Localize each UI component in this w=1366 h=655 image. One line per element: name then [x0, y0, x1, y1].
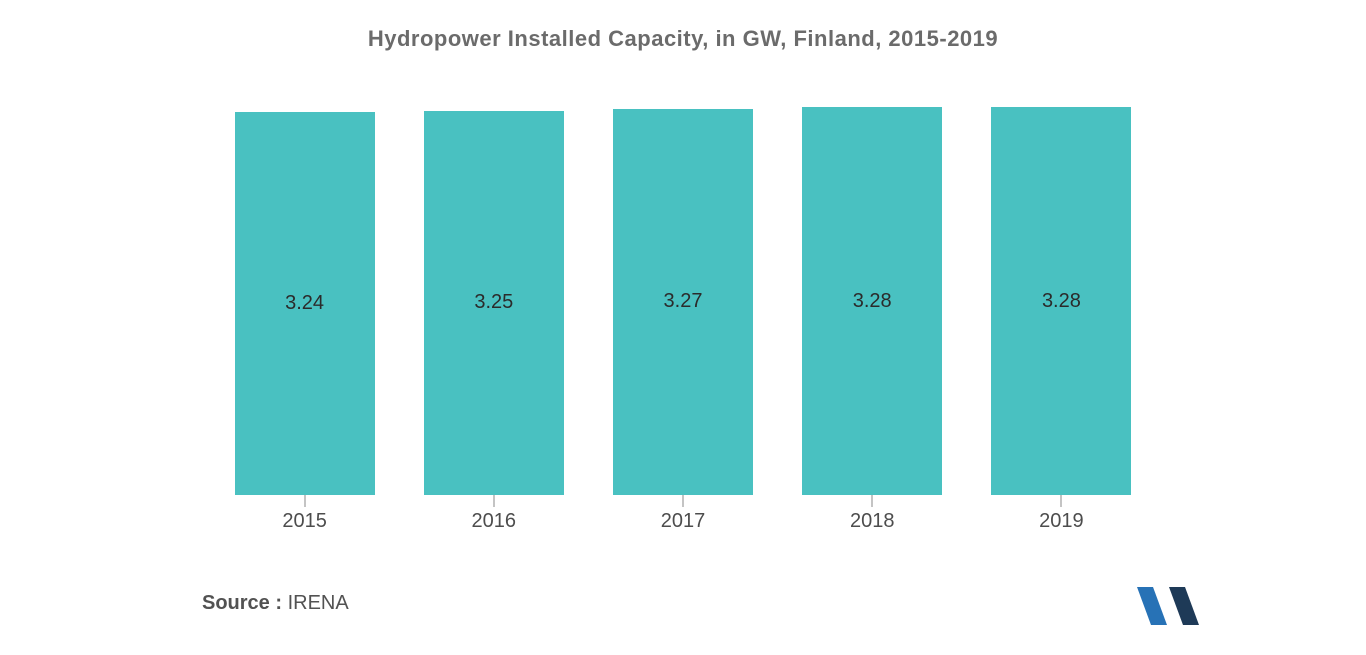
bar-slot: 3.25 — [399, 105, 588, 495]
x-tick — [1061, 495, 1062, 507]
x-axis-label: 2019 — [967, 510, 1156, 533]
bar-value-label: 3.25 — [474, 291, 513, 314]
x-tick — [493, 495, 494, 507]
source-value: IRENA — [282, 592, 349, 614]
bar: 3.24 — [235, 112, 375, 495]
source-label: Source : — [202, 592, 282, 614]
bar-value-label: 3.24 — [285, 292, 324, 315]
bar-value-label: 3.27 — [664, 290, 703, 313]
bar: 3.28 — [991, 107, 1131, 495]
bar: 3.25 — [424, 111, 564, 495]
x-tick — [872, 495, 873, 507]
source-caption: Source : IRENA — [202, 592, 349, 615]
bar-slot: 3.28 — [967, 105, 1156, 495]
x-axis-label: 2017 — [588, 510, 777, 533]
bar: 3.27 — [613, 109, 753, 495]
bar-value-label: 3.28 — [1042, 290, 1081, 313]
bar-slot: 3.24 — [210, 105, 399, 495]
x-tick — [304, 495, 305, 507]
bar-slot: 3.28 — [778, 105, 967, 495]
chart-title: Hydropower Installed Capacity, in GW, Fi… — [0, 26, 1366, 52]
x-axis-label: 2016 — [399, 510, 588, 533]
x-axis-label: 2018 — [778, 510, 967, 533]
bar-value-label: 3.28 — [853, 290, 892, 313]
x-axis-labels: 20152016201720182019 — [210, 510, 1156, 533]
bar-chart: 3.24 3.25 3.27 3.28 3.28 — [210, 105, 1156, 495]
bar-slot: 3.27 — [588, 105, 777, 495]
x-tick — [683, 495, 684, 507]
x-axis-label: 2015 — [210, 510, 399, 533]
brand-logo-icon — [1135, 585, 1201, 627]
bar: 3.28 — [802, 107, 942, 495]
